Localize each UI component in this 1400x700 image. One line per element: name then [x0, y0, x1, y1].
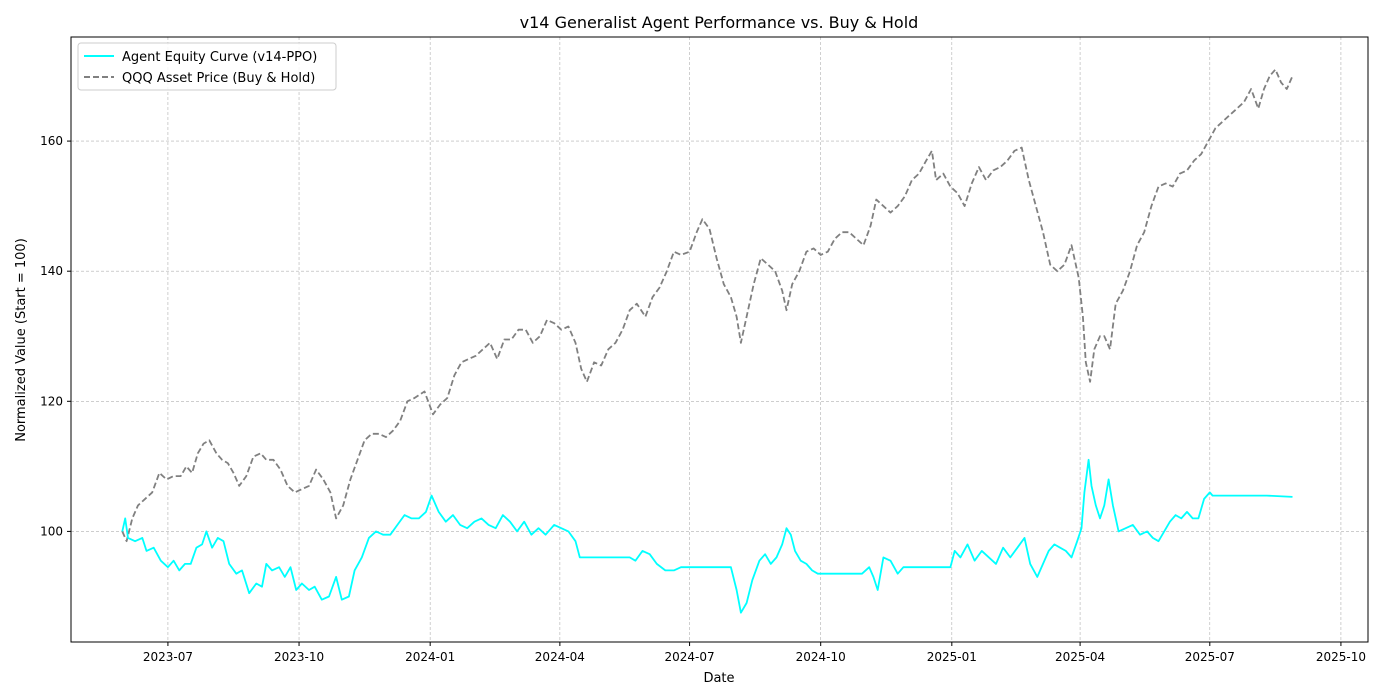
x-tick-label: 2023-10: [274, 650, 324, 664]
series-line-agent-equity: [121, 458, 1293, 614]
x-tick-label: 2024-04: [535, 650, 585, 664]
legend-label-qqq: QQQ Asset Price (Buy & Hold): [122, 71, 315, 86]
x-tick-label: 2025-07: [1185, 650, 1235, 664]
x-axis-label: Date: [703, 671, 734, 686]
legend-label-agent: Agent Equity Curve (v14-PPO): [122, 50, 317, 65]
series-layer: [121, 68, 1294, 614]
y-tick-label: 120: [40, 394, 63, 408]
plot-frame: [70, 36, 1369, 643]
x-tick-label: 2024-01: [405, 650, 455, 664]
x-tick-label: 2025-10: [1316, 650, 1366, 664]
y-tick-label: 140: [40, 264, 63, 278]
chart-title: v14 Generalist Agent Performance vs. Buy…: [520, 13, 919, 32]
legend-box: [77, 42, 337, 91]
x-tick-label: 2024-07: [664, 650, 714, 664]
legend: Agent Equity Curve (v14-PPO) QQQ Asset P…: [77, 42, 337, 91]
x-tick-label: 2023-07: [143, 650, 193, 664]
y-tick-label: 100: [40, 524, 63, 538]
x-tick-label: 2024-10: [796, 650, 846, 664]
x-tick-label: 2025-01: [927, 650, 977, 664]
x-tick-label: 2025-04: [1055, 650, 1105, 664]
y-axis: 100 120 140 160: [40, 134, 71, 538]
x-axis: 2023-07 2023-10 2024-01 2024-04 2024-07 2024-…: [143, 642, 1366, 664]
series-line-qqq-price: [121, 68, 1294, 543]
y-tick-label: 160: [40, 134, 63, 148]
y-axis-label: Normalized Value (Start = 100): [14, 238, 29, 442]
